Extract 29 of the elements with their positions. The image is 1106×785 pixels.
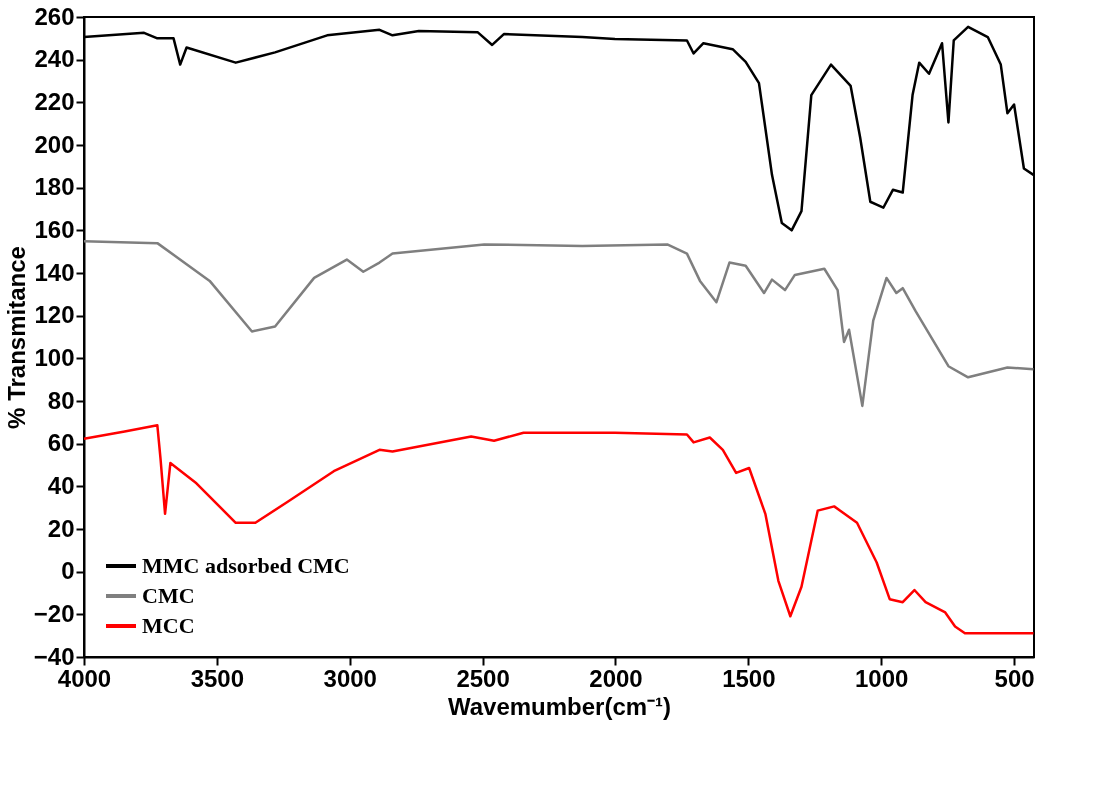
x-tick-label: 500 (994, 664, 1035, 692)
y-tick-label: 240 (34, 45, 75, 73)
y-tick-label: 20 (47, 514, 75, 542)
y-tick-label: 80 (47, 386, 75, 414)
x-tick-label: 3500 (190, 664, 245, 692)
y-tick-label: 160 (34, 215, 75, 243)
y-tick-label: 140 (34, 258, 75, 286)
legend-label: MMC adsorbed CMC (142, 553, 350, 578)
x-axis-title: Wavemumber(cm⁻¹) (447, 692, 672, 720)
y-tick-label: 260 (34, 2, 75, 30)
y-tick-label: 100 (34, 343, 75, 371)
x-tick-label: 2500 (456, 664, 510, 692)
y-tick-label: 60 (47, 429, 75, 457)
y-axis-title: % Transmitance (2, 246, 30, 429)
line-series (82, 239, 1035, 408)
y-tick-label: 200 (34, 130, 75, 158)
line-series (82, 424, 1035, 635)
x-tick-label: 3000 (323, 664, 377, 692)
x-tick-label: 1500 (722, 664, 776, 692)
y-tick-label: 180 (34, 173, 75, 201)
legend-label: CMC (142, 583, 195, 608)
y-tick-label: 0 (61, 557, 75, 585)
x-tick-label: 1000 (855, 664, 909, 692)
y-tick-label: 120 (34, 301, 75, 329)
y-tick-label: 220 (34, 87, 75, 115)
x-tick-label: 2000 (589, 664, 643, 692)
y-tick-label: −20 (33, 599, 75, 627)
y-tick-label: 40 (47, 471, 75, 499)
legend-label: MCC (142, 613, 195, 638)
